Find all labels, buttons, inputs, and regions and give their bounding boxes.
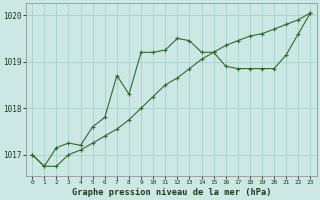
- X-axis label: Graphe pression niveau de la mer (hPa): Graphe pression niveau de la mer (hPa): [72, 188, 271, 197]
